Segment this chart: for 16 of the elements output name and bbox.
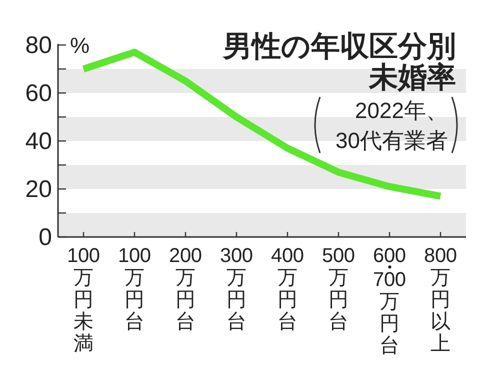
x-tick-label: 100万円未満 xyxy=(67,245,100,355)
x-tick-label: 300万円台 xyxy=(220,245,253,333)
x-tick-label: 800万円以上 xyxy=(424,245,457,355)
y-axis-title: % xyxy=(70,33,90,58)
x-tick-label: 400万円台 xyxy=(271,245,304,333)
y-tick-label: 40 xyxy=(25,128,52,155)
x-tick-label: 500万円台 xyxy=(322,245,355,333)
x-tick-label: 600・700万円台 xyxy=(373,245,406,357)
y-tick-label: 20 xyxy=(25,176,52,203)
y-tick-label: 80 xyxy=(25,32,52,59)
x-tick-label: 100万円台 xyxy=(118,245,151,333)
text: 2022年、 30代有業者 xyxy=(336,98,448,153)
chart-title: 男性の年収区分別未婚率 xyxy=(222,31,456,94)
y-tick-label: 0 xyxy=(38,224,52,251)
y-tick-label: 60 xyxy=(25,80,52,107)
x-tick-label: 200万円台 xyxy=(169,245,202,333)
